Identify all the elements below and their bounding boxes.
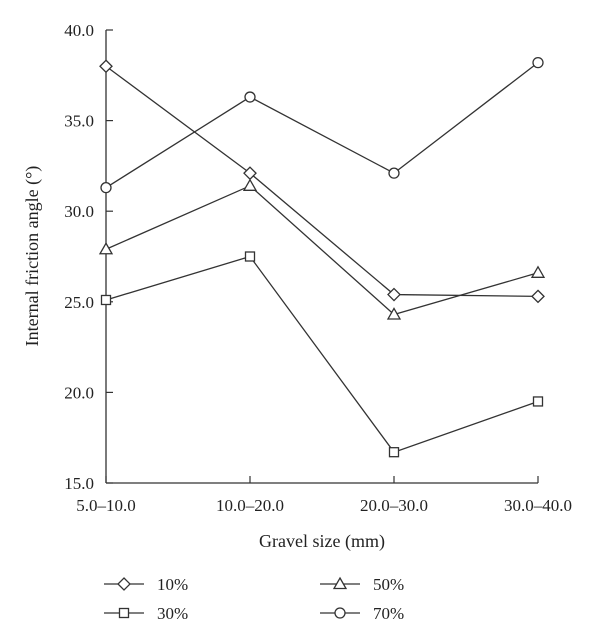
- data-point-marker: [244, 251, 256, 262]
- x-tick-label: 10.0–20.0: [216, 496, 284, 515]
- data-point-marker: [100, 294, 112, 306]
- data-point-marker: [244, 91, 256, 103]
- series-line: [105, 185, 539, 316]
- legend: 10% 30% 50% 70%: [104, 575, 404, 623]
- data-point-marker: [388, 447, 400, 458]
- y-ticks: 15.0 20.0 25.0 30.0 35.0 40.0: [64, 21, 113, 493]
- legend-item: 10%: [104, 575, 188, 594]
- legend-label: 50%: [373, 575, 404, 594]
- data-point-marker: [242, 178, 258, 191]
- y-tick-label: 20.0: [64, 383, 94, 402]
- data-point-marker: [387, 287, 401, 302]
- y-tick-label: 15.0: [64, 474, 94, 493]
- series-line: [105, 62, 539, 189]
- series-line: [105, 255, 539, 453]
- series-10pct: [99, 59, 545, 304]
- legend-marker: [117, 577, 131, 591]
- chart-axes: [105, 30, 538, 484]
- data-point-marker: [532, 396, 544, 407]
- x-tick-label: 30.0–40.0: [504, 496, 572, 515]
- legend-marker: [118, 607, 130, 619]
- y-tick-label: 30.0: [64, 202, 94, 221]
- x-axis-label: Gravel size (mm): [259, 531, 385, 552]
- y-tick-label: 25.0: [64, 293, 94, 312]
- legend-item: 70%: [320, 604, 404, 623]
- data-point-marker: [530, 265, 546, 278]
- data-point-marker: [388, 167, 400, 179]
- x-tick-label: 5.0–10.0: [76, 496, 136, 515]
- y-tick-label: 35.0: [64, 112, 94, 131]
- data-point-marker: [386, 307, 402, 320]
- y-tick-label: 40.0: [64, 21, 94, 40]
- data-point-marker: [531, 289, 545, 304]
- y-axis-label: Internal friction angle (°): [22, 166, 43, 347]
- legend-item: 50%: [320, 575, 404, 594]
- x-ticks: 5.0–10.0 10.0–20.0 20.0–30.0 30.0–40.0: [76, 476, 572, 515]
- data-point-marker: [98, 241, 114, 255]
- legend-label: 70%: [373, 604, 404, 623]
- legend-label: 10%: [157, 575, 188, 594]
- legend-item: 30%: [104, 604, 188, 623]
- series-50pct: [98, 178, 546, 320]
- series-line: [105, 65, 539, 298]
- legend-label: 30%: [157, 604, 188, 623]
- series-30pct: [100, 251, 544, 458]
- x-tick-label: 20.0–30.0: [360, 496, 428, 515]
- data-point-marker: [532, 56, 544, 69]
- data-point-marker: [100, 181, 112, 194]
- series-70pct: [100, 56, 544, 194]
- legend-marker: [332, 576, 348, 590]
- data-point-marker: [99, 59, 113, 74]
- legend-marker: [334, 607, 346, 619]
- series-group: [98, 56, 546, 458]
